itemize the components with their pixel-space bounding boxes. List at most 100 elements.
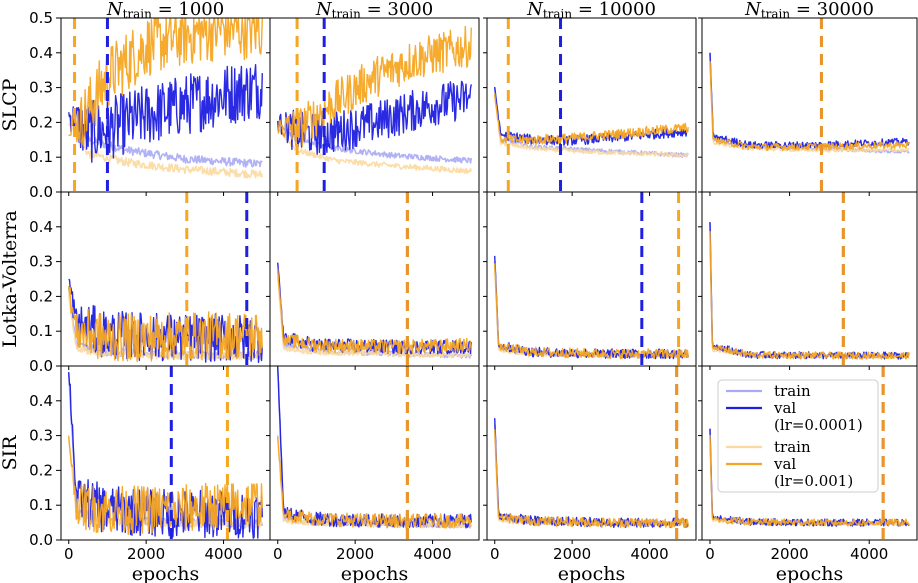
x-axis-label: epochs	[132, 563, 199, 583]
x-tick-label: 0	[705, 545, 715, 563]
series-train-lr2	[276, 276, 472, 359]
y-tick-label: 0.0	[29, 357, 53, 375]
series-val-lr2	[709, 60, 910, 151]
panel-plot-area	[493, 18, 689, 192]
legend-label: (lr=0.0001)	[774, 416, 863, 434]
panel-frame	[486, 17, 697, 193]
panel-plot-area	[276, 192, 473, 366]
series-train-lr2	[493, 94, 689, 158]
y-tick-label: 0.2	[29, 113, 53, 131]
panel-r1-c3	[698, 191, 918, 370]
x-axis-label: epochs	[341, 563, 408, 583]
panel-plot-area	[709, 192, 910, 366]
x-tick-label: 0	[64, 545, 74, 563]
series-val-lr2	[277, 25, 472, 147]
series-train-lr2	[67, 122, 264, 179]
legend-label: val	[773, 399, 796, 417]
panel-frame	[701, 17, 918, 193]
series-train-lr1	[709, 223, 910, 360]
panel-r0-c3	[698, 17, 918, 196]
series-val-lr1	[494, 86, 689, 146]
series-train-lr2	[493, 267, 690, 359]
y-tick-label: 0.3	[29, 79, 53, 97]
y-tick-label: 0.4	[29, 44, 53, 62]
panel-frame	[269, 365, 480, 541]
series-val-lr2	[68, 286, 263, 363]
series-train-lr1	[709, 52, 910, 154]
series-val-lr2	[277, 268, 472, 355]
panel-frame	[701, 365, 918, 541]
x-tick-label: 2000	[336, 545, 374, 563]
series-val-lr2	[709, 434, 910, 527]
legend-label: train	[774, 382, 811, 400]
panel-plot-area	[276, 366, 473, 540]
y-tick-label: 0.1	[29, 496, 53, 514]
row-label: SLCP	[0, 78, 21, 131]
y-tick-label: 0.3	[29, 253, 53, 271]
series-val-lr1	[494, 418, 689, 529]
panel-r1-c1	[266, 191, 480, 370]
panel-frame	[486, 191, 697, 367]
y-tick-label: 0.0	[29, 183, 53, 201]
column-title: Ntrain = 30000	[744, 0, 874, 21]
series-val-lr2	[68, 435, 263, 535]
legend-label: (lr=0.001)	[774, 472, 853, 490]
x-axis-label: epochs	[776, 563, 843, 583]
series-val-lr1	[709, 52, 910, 150]
y-tick-label: 0.4	[29, 218, 53, 236]
row-label: Lotka-Volterra	[0, 210, 21, 347]
series-val-lr1	[277, 366, 472, 529]
series-val-lr1	[277, 80, 472, 155]
series-train-lr2	[493, 434, 690, 527]
series-train-lr1	[493, 261, 689, 359]
x-tick-label: 2000	[770, 545, 808, 563]
panel-r2-c3: 0 2000 4000 epochs	[698, 365, 918, 583]
x-tick-label: 0	[490, 545, 500, 563]
legend-label: val	[773, 455, 796, 473]
series-train-lr2	[277, 128, 473, 175]
series-val-lr2	[494, 263, 689, 360]
panel-r0-c0: 0.0 0.1 0.2 0.3 0.4 0.5	[29, 9, 271, 201]
y-tick-label: 0.2	[29, 461, 53, 479]
panel-plot-area	[67, 192, 263, 366]
series-train-lr2	[709, 60, 910, 153]
y-tick-label: 0.1	[29, 148, 53, 166]
row-label: SIR	[0, 435, 21, 471]
panel-plot-area	[277, 18, 473, 192]
y-tick-label: 0.4	[29, 392, 53, 410]
series-val-lr1	[709, 221, 910, 360]
panel-plot-area	[67, 366, 264, 540]
panel-r0-c2	[483, 17, 697, 196]
column-title: Ntrain = 3000	[315, 0, 433, 21]
series-train-lr1	[493, 87, 689, 158]
column-title: Ntrain = 10000	[526, 0, 656, 21]
series-train-lr1	[493, 424, 689, 527]
series-train-lr1	[276, 366, 473, 529]
column-title: Ntrain = 1000	[106, 0, 224, 21]
x-tick-label: 4000	[204, 545, 242, 563]
x-tick-label: 4000	[850, 545, 888, 563]
y-tick-label: 0.2	[29, 287, 53, 305]
y-tick-label: 0.1	[29, 322, 53, 340]
panel-plot-area	[709, 366, 910, 540]
x-tick-label: 2000	[127, 545, 165, 563]
y-tick-label: 0.5	[29, 9, 53, 27]
series-val-lr2	[494, 93, 689, 145]
panel-frame	[486, 365, 697, 541]
panel-r2-c2: 0 2000 4000 epochs	[483, 365, 697, 583]
x-tick-label: 2000	[553, 545, 591, 563]
series-train-lr2	[709, 229, 910, 360]
y-tick-label: 0.3	[29, 427, 53, 445]
panel-r2-c1: 0 2000 4000 epochs	[266, 365, 480, 583]
series-val-lr2	[277, 436, 472, 529]
series-val-lr1	[494, 255, 689, 360]
panel-r1-c2	[483, 191, 697, 370]
panel-r1-c0: 0.0 0.1 0.2 0.3 0.4	[29, 191, 271, 375]
series-val-lr2	[68, 18, 263, 147]
panel-r2-c0: 0.0 0.1 0.2 0.3 0.4 0 2000 4000 epochs	[29, 365, 271, 583]
x-tick-label: 4000	[630, 545, 668, 563]
panel-r0-c1	[266, 17, 480, 196]
x-tick-label: 4000	[413, 545, 451, 563]
